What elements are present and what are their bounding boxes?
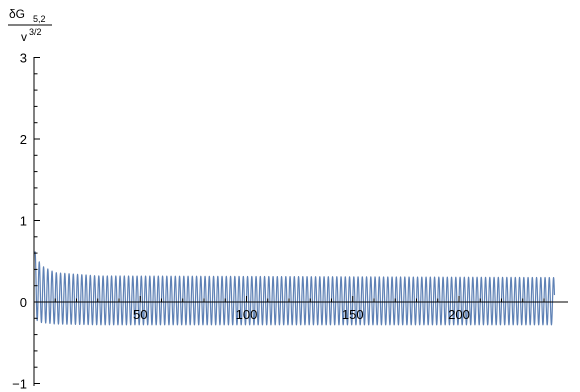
y-tick-label: −1 xyxy=(12,377,27,392)
y-axis-label: δG 5,2 v 3/2 xyxy=(8,7,52,44)
y-tick-label: 2 xyxy=(20,132,27,147)
x-tick-label: 150 xyxy=(342,307,364,322)
x-tick-label: 100 xyxy=(236,307,258,322)
series-line-0 xyxy=(34,251,556,326)
ylabel-denominator: v xyxy=(21,30,27,44)
x-tick-label: 200 xyxy=(448,307,470,322)
ticks-layer: 50 100 150 200 −1 0 1 2 3 xyxy=(12,51,545,392)
y-tick-label: 1 xyxy=(20,214,27,229)
y-tick-label: 0 xyxy=(20,295,27,310)
y-tick-label: 3 xyxy=(20,51,27,66)
ylabel-numerator-subscript: 5,2 xyxy=(33,14,46,24)
ylabel-numerator: δG xyxy=(9,7,25,21)
ylabel-denominator-superscript: 3/2 xyxy=(29,27,42,37)
series-layer xyxy=(34,251,556,326)
x-tick-label: 50 xyxy=(133,307,147,322)
